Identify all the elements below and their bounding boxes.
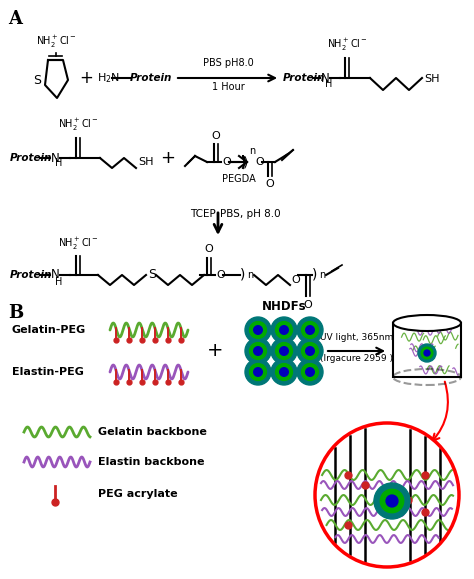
Circle shape [254,347,262,356]
Text: SH: SH [138,157,154,167]
Text: H$_2$N: H$_2$N [97,71,120,85]
Text: O: O [211,131,220,141]
Circle shape [249,364,266,380]
Text: ): ) [243,155,248,169]
Text: NH$^+_2$Cl$^-$: NH$^+_2$Cl$^-$ [57,117,99,133]
Circle shape [271,317,297,343]
Circle shape [254,326,262,334]
Text: PEGDA: PEGDA [222,174,256,184]
Text: Protein: Protein [130,73,173,83]
Text: O: O [255,157,264,167]
Text: PBS pH8.0: PBS pH8.0 [202,58,254,68]
Circle shape [275,364,292,380]
Circle shape [245,338,271,364]
Text: B: B [8,304,23,322]
Circle shape [254,368,262,376]
Text: Protein: Protein [10,270,52,280]
Circle shape [424,350,430,356]
Circle shape [275,343,292,360]
Text: A: A [8,10,22,28]
Bar [393,323,461,377]
Text: O: O [304,300,312,310]
Text: UV light, 365nm: UV light, 365nm [320,333,393,342]
Circle shape [306,347,314,356]
Text: SH: SH [424,74,439,84]
Ellipse shape [393,315,461,331]
Text: O: O [205,244,213,254]
Circle shape [280,347,288,356]
Circle shape [297,359,323,385]
Text: TCEP: TCEP [190,209,216,219]
Text: N: N [51,152,60,164]
Circle shape [301,321,319,339]
Text: S: S [148,269,156,281]
Circle shape [275,321,292,339]
Text: H: H [55,277,63,287]
Circle shape [421,347,433,359]
Text: n: n [249,146,255,156]
Circle shape [306,326,314,334]
Text: PEG acrylate: PEG acrylate [98,489,178,499]
Circle shape [386,495,398,507]
Circle shape [245,359,271,385]
Text: 1 Hour: 1 Hour [211,82,245,92]
Circle shape [271,338,297,364]
Text: n: n [319,270,325,280]
Text: Protein: Protein [283,73,325,83]
Text: NH$^+_2$Cl$^-$: NH$^+_2$Cl$^-$ [57,236,99,252]
Circle shape [280,326,288,334]
Text: NH$^+_2$Cl$^-$: NH$^+_2$Cl$^-$ [36,34,76,50]
Text: Gelatin-PEG: Gelatin-PEG [12,325,86,335]
Text: Gelatin backbone: Gelatin backbone [98,427,207,437]
Text: +: + [161,149,175,167]
Text: O: O [265,179,274,189]
Text: O: O [291,275,300,285]
Text: H: H [55,158,63,168]
Circle shape [249,343,266,360]
Text: H: H [325,79,332,89]
Text: N: N [321,71,330,85]
Circle shape [297,338,323,364]
Text: +: + [207,342,223,361]
Text: O: O [222,157,231,167]
Text: ): ) [312,268,318,282]
Text: +: + [79,69,93,87]
Text: NHDFs: NHDFs [262,300,306,313]
Circle shape [418,344,436,362]
Circle shape [249,321,266,339]
Text: NH$^+_2$Cl$^-$: NH$^+_2$Cl$^-$ [327,37,367,53]
Circle shape [315,423,459,567]
Circle shape [301,343,319,360]
Circle shape [297,317,323,343]
Text: ): ) [240,268,246,282]
Circle shape [301,364,319,380]
Circle shape [245,317,271,343]
Circle shape [271,359,297,385]
Circle shape [280,368,288,376]
Text: N: N [51,269,60,281]
Text: Protein: Protein [10,153,52,163]
Bar [393,323,461,377]
Text: O: O [216,270,225,280]
Text: Elastin backbone: Elastin backbone [98,457,204,467]
Text: n: n [247,270,253,280]
Circle shape [306,368,314,376]
Text: Elastin-PEG: Elastin-PEG [12,367,84,377]
Text: S: S [33,74,41,86]
Circle shape [380,489,404,512]
Text: (Irgacure 2959 ): (Irgacure 2959 ) [320,354,393,363]
Text: PBS, pH 8.0: PBS, pH 8.0 [220,209,281,219]
Circle shape [374,483,410,519]
